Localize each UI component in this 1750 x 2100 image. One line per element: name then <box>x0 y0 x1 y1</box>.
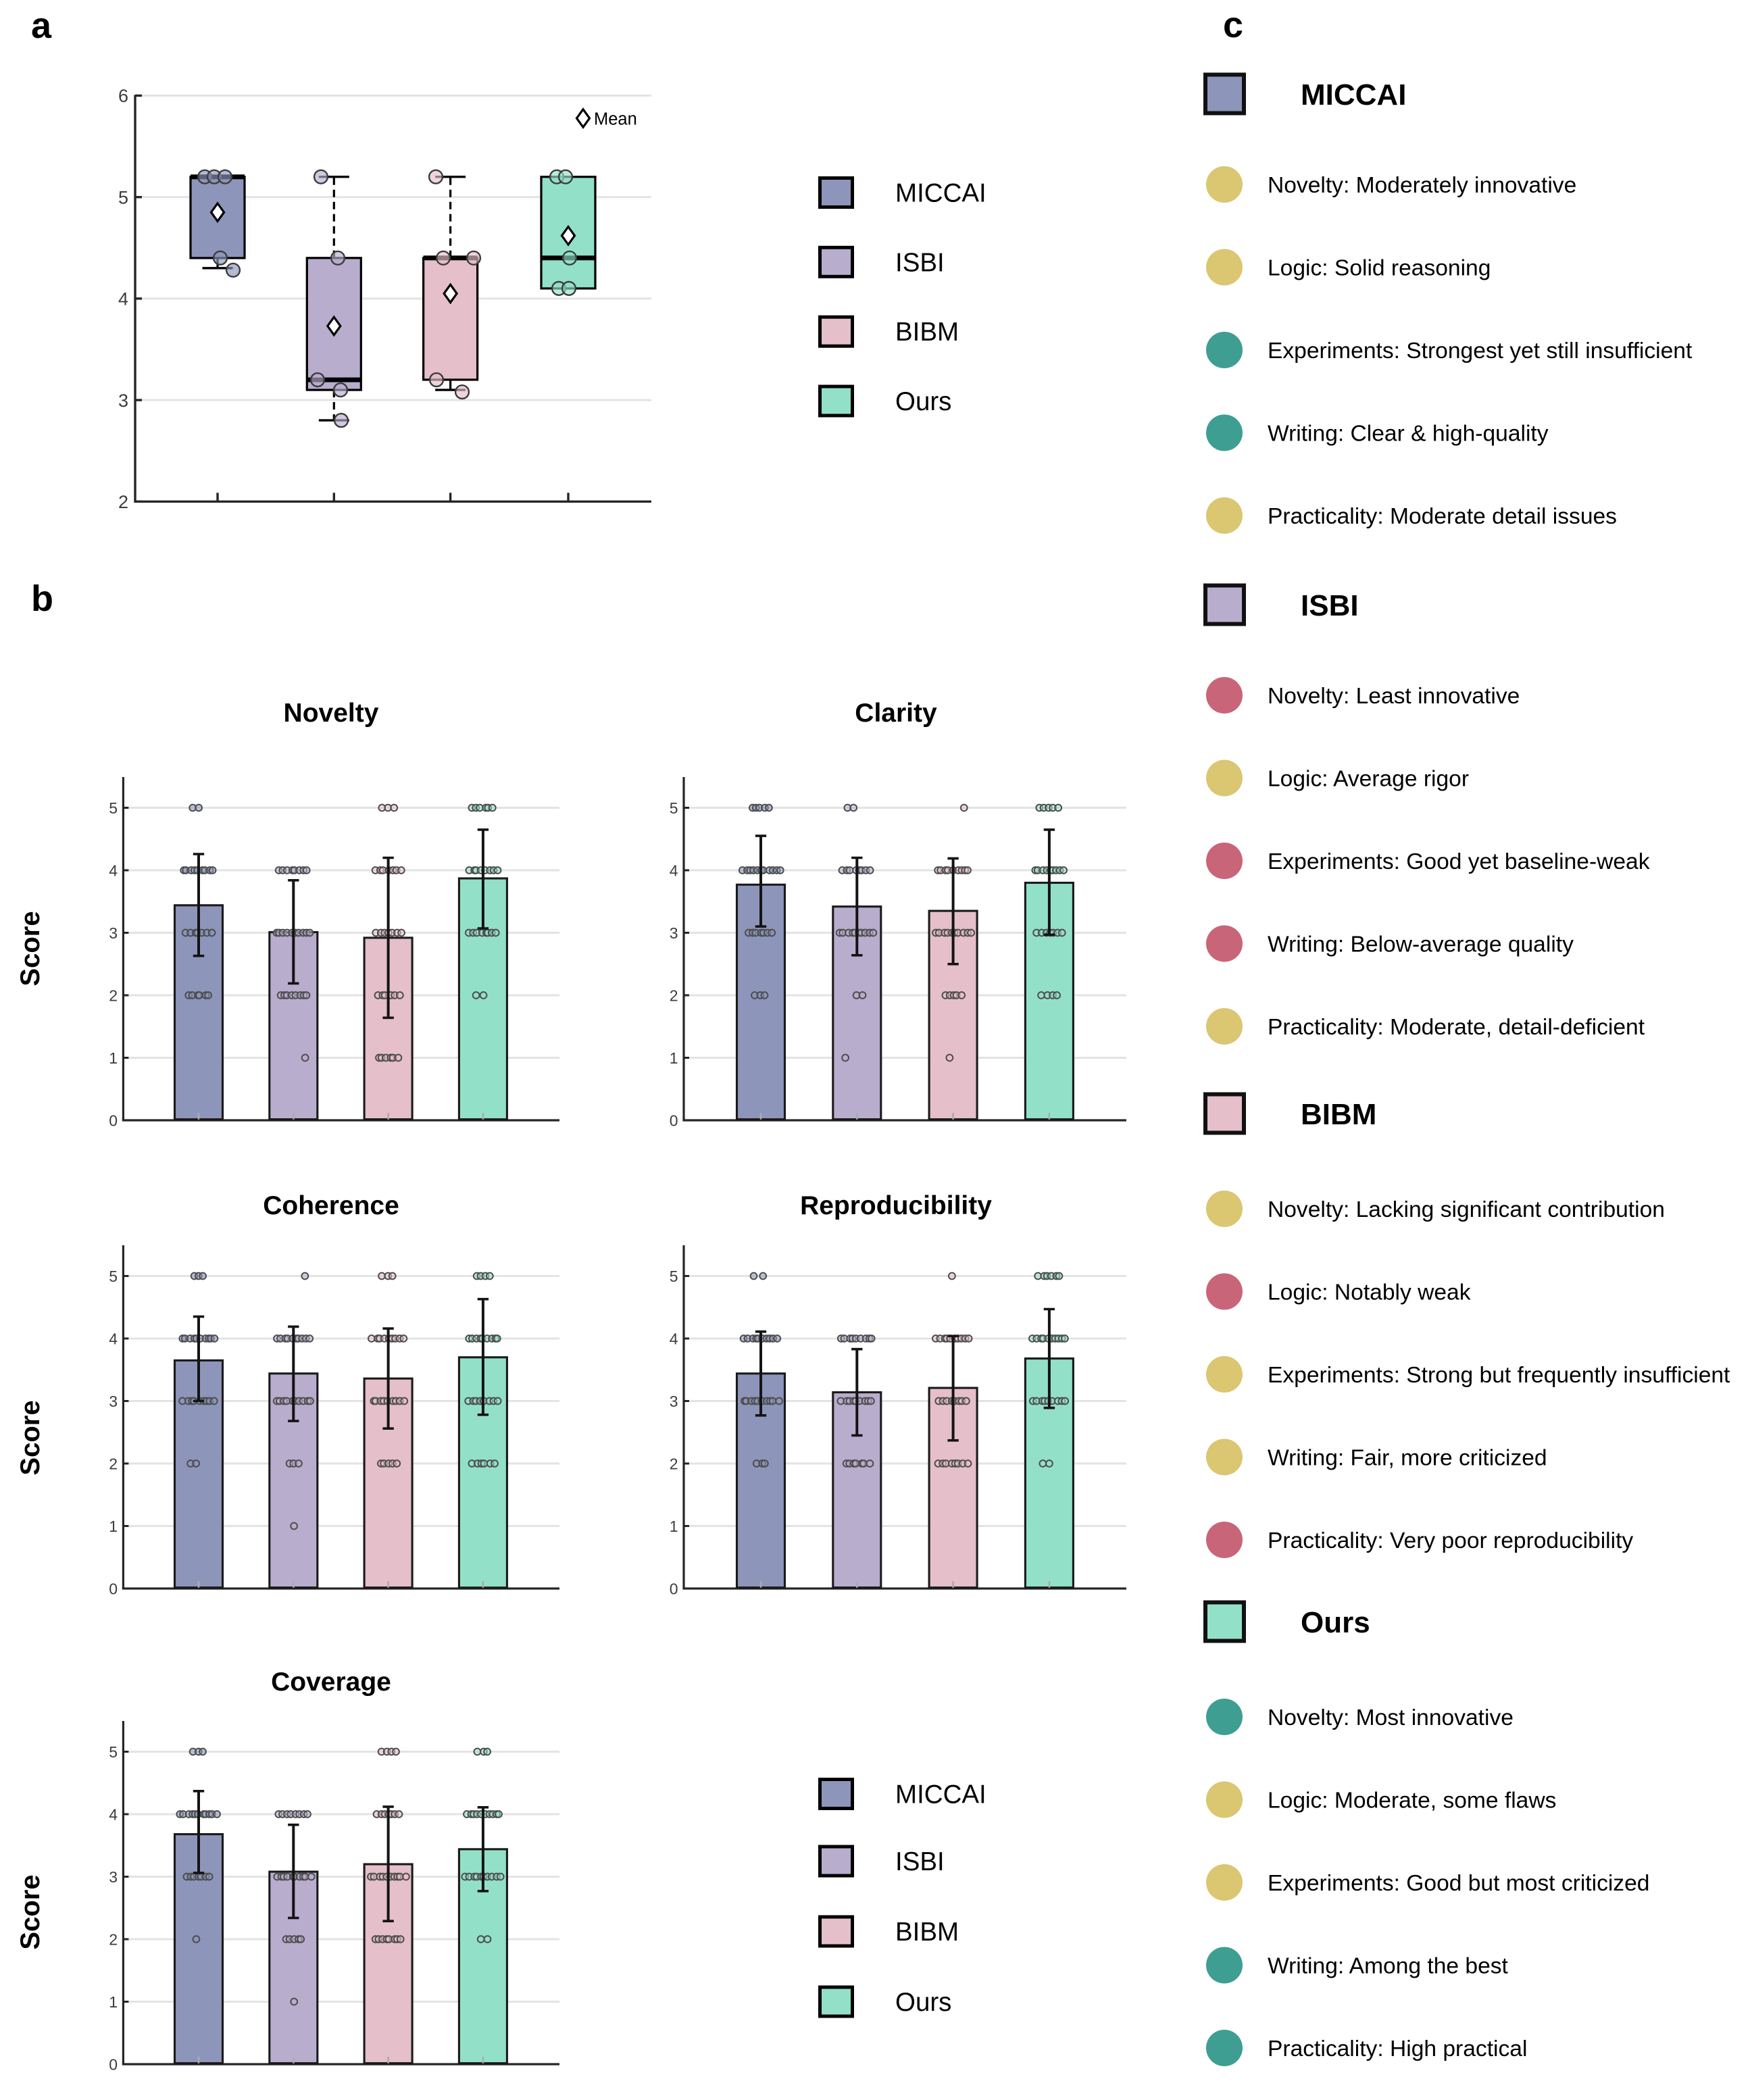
svg-text:MICCAI: MICCAI <box>1301 78 1406 111</box>
svg-text:Clarity: Clarity <box>855 699 937 728</box>
svg-text:1: 1 <box>670 1049 678 1067</box>
svg-text:Novelty: Moderately innovative: Novelty: Moderately innovative <box>1268 173 1576 198</box>
svg-text:2: 2 <box>109 1931 118 1949</box>
svg-text:0: 0 <box>109 1580 118 1598</box>
svg-text:Logic: Solid reasoning: Logic: Solid reasoning <box>1268 256 1491 281</box>
svg-text:MICCAI: MICCAI <box>895 1780 986 1809</box>
svg-text:Experiments: Good but most cri: Experiments: Good but most criticized <box>1268 1871 1649 1896</box>
svg-text:Reproducibility: Reproducibility <box>800 1191 992 1220</box>
svg-text:Score: Score <box>16 911 45 986</box>
svg-text:1: 1 <box>109 1993 118 2011</box>
svg-text:Logic: Average rigor: Logic: Average rigor <box>1268 767 1469 792</box>
svg-text:Coherence: Coherence <box>263 1191 399 1220</box>
svg-text:2: 2 <box>670 1455 678 1473</box>
svg-text:BIBM: BIBM <box>895 1918 959 1947</box>
svg-text:Score: Score <box>16 1874 45 1949</box>
svg-text:BIBM: BIBM <box>895 318 959 347</box>
svg-text:Writing: Among the best: Writing: Among the best <box>1268 1954 1509 1979</box>
svg-text:4: 4 <box>118 289 128 309</box>
svg-text:1: 1 <box>109 1518 118 1535</box>
svg-text:0: 0 <box>670 1112 678 1130</box>
svg-text:5: 5 <box>109 799 118 817</box>
svg-text:2: 2 <box>118 492 128 512</box>
svg-text:Practicality: Moderate, detail: Practicality: Moderate, detail-deficient <box>1268 1015 1645 1040</box>
svg-text:2: 2 <box>109 987 118 1005</box>
svg-text:2: 2 <box>670 987 678 1005</box>
svg-text:Practicality: Moderate detail: Practicality: Moderate detail issues <box>1268 504 1617 529</box>
svg-text:5: 5 <box>109 1743 118 1761</box>
svg-text:MICCAI: MICCAI <box>895 179 986 208</box>
svg-text:Writing: Clear & high-quality: Writing: Clear & high-quality <box>1268 422 1549 447</box>
svg-text:Experiments: Strong but freque: Experiments: Strong but frequently insuf… <box>1268 1363 1730 1388</box>
svg-text:ISBI: ISBI <box>895 248 945 277</box>
svg-text:BIBM: BIBM <box>1301 1098 1376 1131</box>
svg-text:3: 3 <box>670 1393 678 1410</box>
svg-text:5: 5 <box>670 799 678 817</box>
svg-text:1: 1 <box>109 1049 118 1067</box>
svg-text:Novelty: Least innovative: Novelty: Least innovative <box>1268 684 1520 709</box>
svg-text:Mean: Mean <box>594 110 637 129</box>
svg-text:3: 3 <box>109 924 118 942</box>
svg-text:5: 5 <box>118 187 128 207</box>
svg-text:Novelty: Novelty <box>284 699 379 728</box>
svg-text:3: 3 <box>109 1868 118 1886</box>
svg-text:0: 0 <box>109 2056 118 2074</box>
svg-text:0: 0 <box>670 1580 678 1598</box>
svg-text:c: c <box>1223 5 1243 45</box>
svg-text:Ours: Ours <box>1301 1606 1370 1639</box>
svg-text:4: 4 <box>670 1330 678 1348</box>
svg-text:Experiments: Strongest yet sti: Experiments: Strongest yet still insuffi… <box>1268 339 1693 364</box>
svg-text:4: 4 <box>109 1330 118 1348</box>
svg-text:3: 3 <box>109 1393 118 1410</box>
svg-text:b: b <box>31 578 53 619</box>
svg-text:Coverage: Coverage <box>271 1668 391 1697</box>
svg-text:Score: Score <box>16 1400 45 1475</box>
svg-text:5: 5 <box>670 1268 678 1285</box>
svg-text:4: 4 <box>670 862 678 880</box>
svg-text:5: 5 <box>109 1268 118 1285</box>
svg-text:Writing: Fair, more criticized: Writing: Fair, more criticized <box>1268 1446 1547 1471</box>
svg-text:Writing: Below-average quality: Writing: Below-average quality <box>1268 932 1574 957</box>
svg-text:1: 1 <box>670 1518 678 1535</box>
svg-text:Ours: Ours <box>895 387 951 416</box>
svg-text:Practicality: High practical: Practicality: High practical <box>1268 2036 1527 2061</box>
svg-text:4: 4 <box>109 862 118 880</box>
svg-text:0: 0 <box>109 1112 118 1130</box>
svg-text:Novelty: Most innovative: Novelty: Most innovative <box>1268 1705 1514 1730</box>
svg-text:Novelty: Lacking significant c: Novelty: Lacking significant contributio… <box>1268 1197 1665 1222</box>
svg-text:Logic: Notably weak: Logic: Notably weak <box>1268 1280 1471 1305</box>
svg-text:Experiments: Good yet baseline: Experiments: Good yet baseline-weak <box>1268 849 1650 874</box>
svg-text:Logic: Moderate, some flaws: Logic: Moderate, some flaws <box>1268 1789 1556 1814</box>
svg-text:4: 4 <box>109 1806 118 1824</box>
svg-text:3: 3 <box>670 924 678 942</box>
svg-text:ISBI: ISBI <box>895 1847 945 1876</box>
svg-text:2: 2 <box>109 1455 118 1473</box>
svg-text:3: 3 <box>118 391 128 411</box>
svg-text:a: a <box>31 5 52 46</box>
svg-text:Ours: Ours <box>895 1988 951 2017</box>
svg-text:ISBI: ISBI <box>1301 589 1359 622</box>
svg-text:Practicality: Very poor reprod: Practicality: Very poor reproducibility <box>1268 1528 1633 1553</box>
svg-text:6: 6 <box>118 86 128 106</box>
